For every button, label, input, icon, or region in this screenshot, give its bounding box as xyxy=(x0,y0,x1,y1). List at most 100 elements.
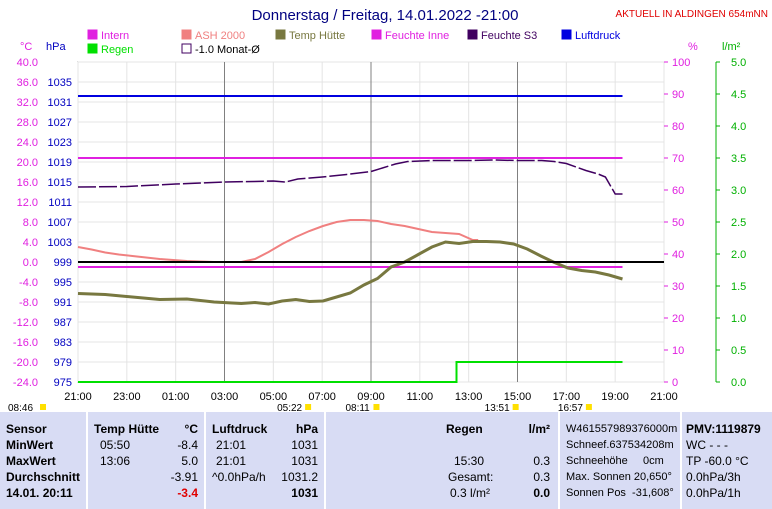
temp-tick-label: 12.0 xyxy=(17,197,38,209)
pressure-tick-label: 1011 xyxy=(48,197,72,209)
time-mark-swatch xyxy=(373,404,380,410)
time-tick-label: 07:00 xyxy=(308,391,336,403)
temp-min-time: 05:50 xyxy=(100,438,131,452)
pressure-column: Luftdruck hPa 21:01 1031 21:01 1031 ^0.0… xyxy=(206,412,326,509)
pressure-max-value: 1031 xyxy=(291,454,318,468)
legend-swatch xyxy=(181,43,192,54)
legend-label: Regen xyxy=(101,44,133,56)
pressure-tick-label: 991 xyxy=(54,297,72,309)
rain-tick-label: 0.5 xyxy=(731,345,746,357)
temp-tick-label: 24.0 xyxy=(17,137,38,149)
series-line xyxy=(77,240,623,306)
legend-label: Luftdruck xyxy=(575,30,621,42)
legend-swatch xyxy=(561,29,572,40)
temp-tick-label: 0.0 xyxy=(23,257,38,269)
pressure-min-time: 21:01 xyxy=(216,438,247,452)
pmv-header: PMV:1119879 xyxy=(686,422,761,436)
pmv-row-2: 0.0hPa/3h xyxy=(686,470,741,484)
rain-current-amount: 0.3 l/m² xyxy=(450,486,491,500)
legend-swatch xyxy=(275,29,286,40)
humidity-tick-label: 10 xyxy=(672,345,684,357)
pressure-axis-ticks: 1035 1031 1027 1023 1019 1015 1011 1007 1003 999 9… xyxy=(48,77,72,389)
temp-unit: °C xyxy=(184,422,198,436)
humidity-tick-label: 30 xyxy=(672,281,684,293)
station-label: AKTUELL IN ALDINGEN 654mNN xyxy=(616,9,768,20)
rain-tick-label: 1.0 xyxy=(731,313,746,325)
temp-tick-label: 4.0 xyxy=(23,237,38,249)
humidity-tick-label: 20 xyxy=(672,313,684,325)
pressure-unit-label: hPa xyxy=(46,41,66,53)
time-tick-label: 21:00 xyxy=(64,391,92,403)
time-mark-swatch xyxy=(305,404,312,410)
chart: Donnerstag / Freitag, 14.01.2022 -21:00 … xyxy=(8,7,768,412)
temp-avg-value: -3.91 xyxy=(170,470,198,484)
pressure-tick-label: 979 xyxy=(54,357,72,369)
time-mark-label: 08:11 xyxy=(345,403,370,412)
rain-tick-label: 2.0 xyxy=(731,249,746,261)
rain-tick-label: 4.5 xyxy=(731,89,746,101)
chart-title: Donnerstag / Freitag, 14.01.2022 -21:00 xyxy=(252,7,519,24)
pressure-tick-label: 1023 xyxy=(48,137,72,149)
rain-tick-label: 3.5 xyxy=(731,153,746,165)
time-tick-label: 19:00 xyxy=(601,391,629,403)
pressure-current-value: 1031 xyxy=(291,486,318,500)
pressure-tick-label: 983 xyxy=(54,337,72,349)
sensor-row-avg: Durchschnitt xyxy=(6,470,81,484)
pmv-row-3: 0.0hPa/1h xyxy=(686,486,741,500)
pressure-tick-label: 1003 xyxy=(48,237,72,249)
pressure-unit: hPa xyxy=(295,422,318,436)
temp-header: Temp Hütte xyxy=(94,422,160,436)
legend-swatch xyxy=(181,29,192,40)
time-tick-label: 17:00 xyxy=(553,391,581,403)
time-mark-label: 08:46 xyxy=(8,403,33,412)
pressure-min-value: 1031 xyxy=(291,438,318,452)
humidity-tick-label: 100 xyxy=(672,57,690,69)
rain-tick-label: 5.0 xyxy=(731,57,746,69)
rain-header: Regen xyxy=(446,422,483,436)
time-tick-label: 21:00 xyxy=(650,391,678,403)
legend-swatch xyxy=(371,29,382,40)
pressure-max-time: 21:01 xyxy=(216,454,247,468)
pressure-tick-label: 1027 xyxy=(48,117,72,129)
temp-tick-label: 8.0 xyxy=(23,217,38,229)
time-tick-label: 03:00 xyxy=(211,391,239,403)
humidity-tick-label: 70 xyxy=(672,153,684,165)
snow-row-3: Max. Sonnen 20,650° xyxy=(566,471,672,483)
pressure-tick-label: 987 xyxy=(54,317,72,329)
legend-label: Temp Hütte xyxy=(289,30,345,42)
grid-vertical xyxy=(77,62,665,382)
pressure-avg-value: 1031.2 xyxy=(281,470,318,484)
pressure-tick-label: 1007 xyxy=(48,217,72,229)
rain-max-time: 15:30 xyxy=(454,454,485,468)
temp-tick-label: -24.0 xyxy=(13,377,38,389)
rain-current-value: 0.0 xyxy=(533,486,550,500)
sensor-header: Sensor xyxy=(6,422,47,436)
rain-column: Regen l/m² 15:30 0.3 Gesamt: 0.3 0.3 l/m… xyxy=(326,412,560,509)
time-mark-swatch xyxy=(512,404,519,410)
series-line xyxy=(77,219,479,263)
temp-tick-label: -16.0 xyxy=(13,337,38,349)
pressure-header: Luftdruck xyxy=(212,422,268,436)
pressure-tick-label: 999 xyxy=(54,257,72,269)
legend-label: Feuchte S3 xyxy=(481,30,537,42)
sensor-row-max: MaxWert xyxy=(6,454,56,468)
time-axis-ticks: 21:00 23:00 01:00 03:00 05:00 07:00 09:00 11:00… xyxy=(64,391,678,403)
series-group xyxy=(77,95,623,383)
temp-current-value: -3.4 xyxy=(177,486,198,500)
humidity-tick-label: 50 xyxy=(672,217,684,229)
snow-row-4: Sonnen Pos -31,608° xyxy=(566,487,674,499)
rain-tick-label: 1.5 xyxy=(731,281,746,293)
time-mark-label: 13:51 xyxy=(485,403,510,412)
humidity-tick-label: 0 xyxy=(672,377,678,389)
rain-total-value: 0.3 xyxy=(533,470,550,484)
time-tick-label: 11:00 xyxy=(406,391,433,403)
snow-row-0: W461557989376000m xyxy=(566,423,678,435)
legend: Intern ASH 2000 Temp Hütte Feuchte Inne Feuc… xyxy=(87,29,621,56)
temp-tick-label: -12.0 xyxy=(13,317,38,329)
pressure-tick-label: 1031 xyxy=(48,97,72,109)
sensor-row-min: MinWert xyxy=(6,438,54,452)
stats-panel: Sensor MinWert MaxWert Durchschnitt 14.0… xyxy=(0,412,772,509)
temp-column: Temp Hütte °C 05:50 -8.4 13:06 5.0 -3.91… xyxy=(88,412,206,509)
pressure-trend: ^0.0hPa/h xyxy=(212,470,266,484)
